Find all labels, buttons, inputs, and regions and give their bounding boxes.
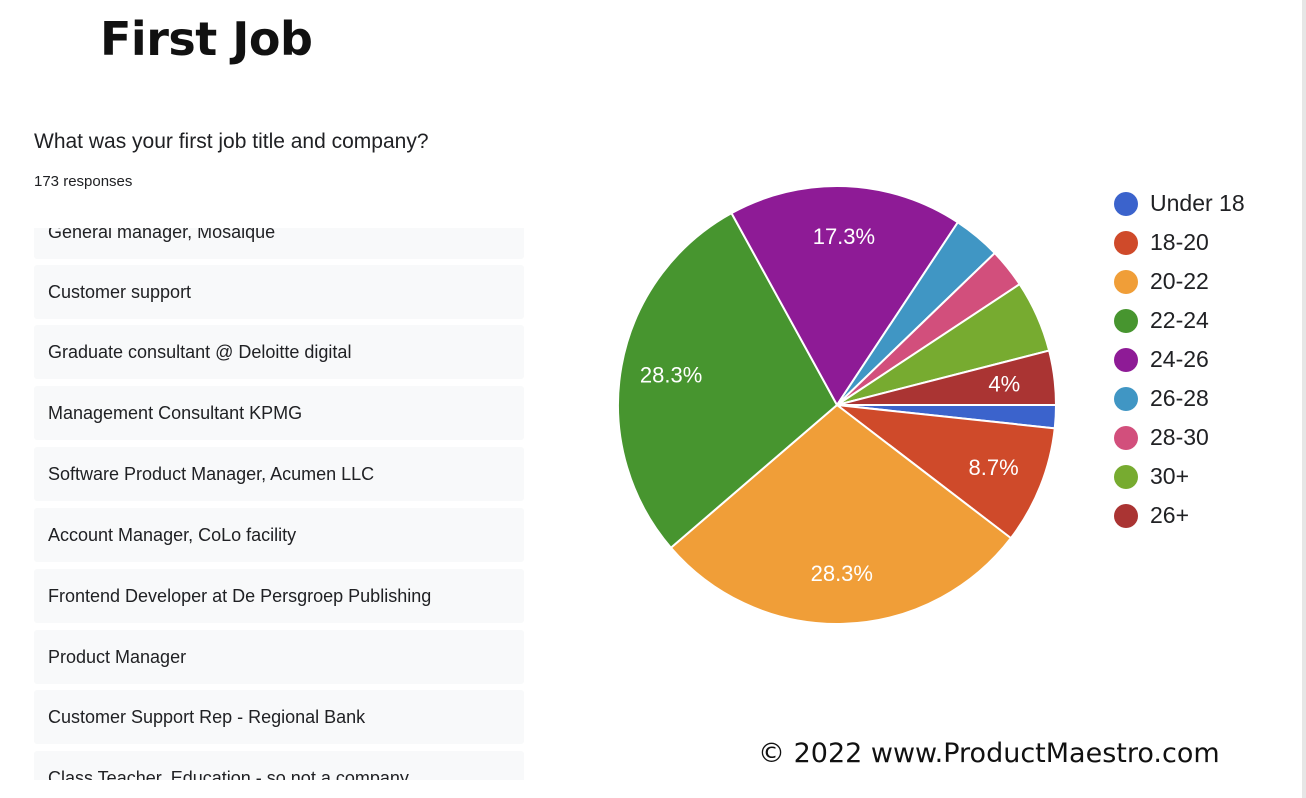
copyright-text: © 2022 www.ProductMaestro.com bbox=[758, 738, 1220, 769]
legend-label: 24-26 bbox=[1150, 346, 1209, 372]
legend-label: 26+ bbox=[1150, 502, 1190, 528]
legend-label: 22-24 bbox=[1150, 307, 1209, 333]
legend-item: 22-24 bbox=[1114, 301, 1245, 340]
legend-item: 26+ bbox=[1114, 496, 1245, 535]
legend-swatch bbox=[1114, 425, 1138, 450]
pie-slice-label: 28.3% bbox=[811, 561, 873, 586]
legend-item: 18-20 bbox=[1114, 223, 1245, 262]
legend-item: 26-28 bbox=[1114, 379, 1245, 418]
legend-item: 20-22 bbox=[1114, 262, 1245, 301]
list-item: Management Consultant KPMG bbox=[34, 386, 524, 440]
pie-slice-24-26 bbox=[730, 185, 960, 407]
list-item: Account Manager, CoLo facility bbox=[34, 508, 524, 562]
page-title: First Job bbox=[100, 12, 313, 66]
list-item: Frontend Developer at De Persgroep Publi… bbox=[34, 569, 524, 623]
legend-label: 30+ bbox=[1150, 463, 1190, 489]
legend-item: 28-30 bbox=[1114, 418, 1245, 457]
pie-slice-label: 8.7% bbox=[969, 455, 1019, 480]
legend-label: 28-30 bbox=[1150, 424, 1209, 450]
list-item: Software Product Manager, Acumen LLC bbox=[34, 447, 524, 501]
list-item: Customer support bbox=[34, 265, 524, 319]
chart-legend: Under 18 18-20 20-22 22-24 24-26 26-28 28-30 30… bbox=[1114, 184, 1245, 535]
legend-item: 30+ bbox=[1114, 457, 1245, 496]
legend-swatch bbox=[1114, 386, 1138, 411]
list-item: Graduate consultant @ Deloitte digital bbox=[34, 325, 524, 379]
legend-swatch bbox=[1114, 269, 1138, 294]
pie-slice-22-24 bbox=[617, 211, 839, 550]
responses-count: 173 responses bbox=[34, 173, 133, 190]
legend-item: Under 18 bbox=[1114, 184, 1245, 223]
response-list[interactable]: General manager, Mosaique Customer suppo… bbox=[34, 228, 524, 780]
pie-chart: 8.7% 28.3% 28.3% 17.3% 4% bbox=[617, 185, 1058, 625]
legend-swatch bbox=[1114, 347, 1138, 372]
pie-slice-label: 28.3% bbox=[640, 363, 702, 388]
legend-swatch bbox=[1114, 503, 1138, 528]
legend-item: 24-26 bbox=[1114, 340, 1245, 379]
pie-slice-label: 17.3% bbox=[813, 224, 875, 249]
list-item: General manager, Mosaique bbox=[34, 228, 524, 259]
legend-swatch bbox=[1114, 191, 1138, 216]
legend-swatch bbox=[1114, 308, 1138, 333]
list-item: Product Manager bbox=[34, 630, 524, 684]
pie-slice-label: 4% bbox=[988, 371, 1020, 396]
pie-slice-26- bbox=[836, 349, 1058, 406]
legend-label: 26-28 bbox=[1150, 385, 1209, 411]
list-item: Class Teacher, Education - so not a comp… bbox=[34, 751, 524, 780]
legend-label: 20-22 bbox=[1150, 268, 1209, 294]
list-item: Customer Support Rep - Regional Bank bbox=[34, 690, 524, 744]
page-right-border bbox=[1302, 0, 1306, 798]
pie-slice-20-22 bbox=[669, 403, 1013, 625]
legend-swatch bbox=[1114, 464, 1138, 489]
legend-label: 18-20 bbox=[1150, 229, 1209, 255]
legend-label: Under 18 bbox=[1150, 190, 1245, 216]
question-title: What was your first job title and compan… bbox=[34, 130, 429, 153]
legend-swatch bbox=[1114, 230, 1138, 255]
pie-slice-18-20 bbox=[833, 403, 1056, 540]
